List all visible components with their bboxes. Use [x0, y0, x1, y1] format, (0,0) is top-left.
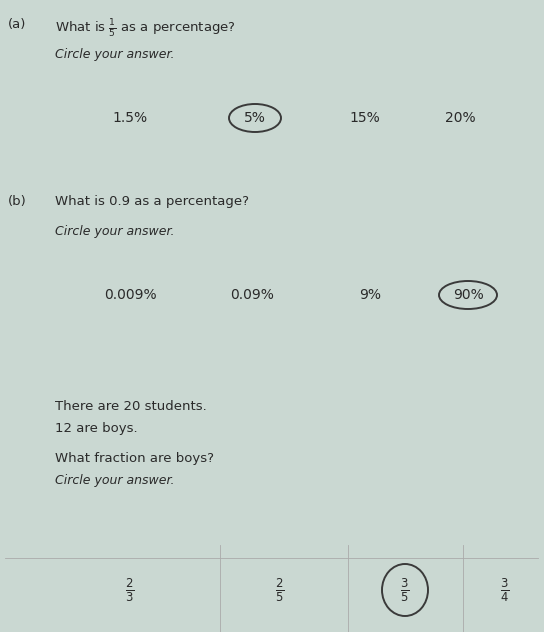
Text: 90%: 90%	[453, 288, 484, 302]
Text: What is $\frac{1}{5}$ as a percentage?: What is $\frac{1}{5}$ as a percentage?	[55, 18, 236, 40]
Text: $\frac{2}{5}$: $\frac{2}{5}$	[275, 576, 285, 604]
Text: What is 0.9 as a percentage?: What is 0.9 as a percentage?	[55, 195, 249, 208]
Text: 20%: 20%	[444, 111, 475, 125]
Text: 12 are boys.: 12 are boys.	[55, 422, 138, 435]
Text: (b): (b)	[8, 195, 27, 208]
Text: Circle your answer.: Circle your answer.	[55, 48, 175, 61]
Text: 0.09%: 0.09%	[230, 288, 274, 302]
Text: Circle your answer.: Circle your answer.	[55, 225, 175, 238]
Text: 9%: 9%	[359, 288, 381, 302]
Text: $\frac{3}{5}$: $\frac{3}{5}$	[400, 576, 410, 604]
Text: 0.009%: 0.009%	[104, 288, 156, 302]
Text: 15%: 15%	[350, 111, 380, 125]
Text: $\frac{3}{4}$: $\frac{3}{4}$	[500, 576, 510, 604]
Text: (a): (a)	[8, 18, 26, 31]
Text: Circle your answer.: Circle your answer.	[55, 474, 175, 487]
Text: $\frac{2}{3}$: $\frac{2}{3}$	[125, 576, 135, 604]
Text: 1.5%: 1.5%	[113, 111, 147, 125]
Text: 5%: 5%	[244, 111, 266, 125]
Text: There are 20 students.: There are 20 students.	[55, 400, 207, 413]
Text: What fraction are boys?: What fraction are boys?	[55, 452, 214, 465]
